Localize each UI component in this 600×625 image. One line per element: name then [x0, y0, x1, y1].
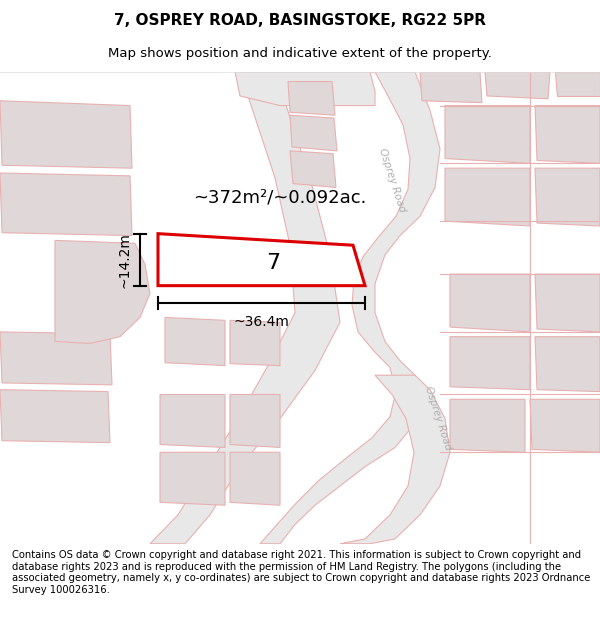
Polygon shape [445, 106, 530, 163]
Polygon shape [290, 151, 336, 188]
Polygon shape [535, 274, 600, 332]
Polygon shape [235, 72, 375, 106]
Polygon shape [445, 168, 530, 226]
Polygon shape [450, 337, 530, 389]
Polygon shape [0, 173, 132, 236]
Polygon shape [288, 81, 335, 115]
Text: Contains OS data © Crown copyright and database right 2021. This information is : Contains OS data © Crown copyright and d… [12, 550, 590, 595]
Polygon shape [230, 452, 280, 505]
Polygon shape [150, 72, 340, 544]
Polygon shape [420, 72, 482, 102]
Polygon shape [260, 72, 440, 544]
Polygon shape [55, 241, 150, 344]
Polygon shape [160, 452, 225, 505]
Text: ~36.4m: ~36.4m [233, 314, 289, 329]
Polygon shape [535, 168, 600, 226]
Text: ~14.2m: ~14.2m [118, 232, 132, 288]
Polygon shape [555, 72, 600, 96]
Polygon shape [535, 337, 600, 392]
Polygon shape [450, 399, 525, 452]
Polygon shape [160, 394, 225, 448]
Text: 7: 7 [266, 253, 281, 272]
Polygon shape [535, 106, 600, 163]
Polygon shape [340, 375, 450, 544]
Polygon shape [0, 332, 112, 385]
Text: 7, OSPREY ROAD, BASINGSTOKE, RG22 5PR: 7, OSPREY ROAD, BASINGSTOKE, RG22 5PR [114, 12, 486, 28]
Polygon shape [530, 399, 600, 452]
Polygon shape [485, 72, 550, 99]
Text: ~372m²/~0.092ac.: ~372m²/~0.092ac. [193, 188, 367, 206]
Polygon shape [450, 274, 530, 332]
Text: Osprey Road: Osprey Road [423, 385, 453, 452]
Text: Map shows position and indicative extent of the property.: Map shows position and indicative extent… [108, 48, 492, 61]
Polygon shape [0, 389, 110, 442]
Polygon shape [165, 318, 225, 366]
Polygon shape [290, 115, 337, 151]
Polygon shape [230, 394, 280, 448]
Polygon shape [0, 101, 132, 168]
Polygon shape [158, 234, 365, 286]
Polygon shape [230, 321, 280, 366]
Text: Osprey Road: Osprey Road [377, 146, 407, 213]
